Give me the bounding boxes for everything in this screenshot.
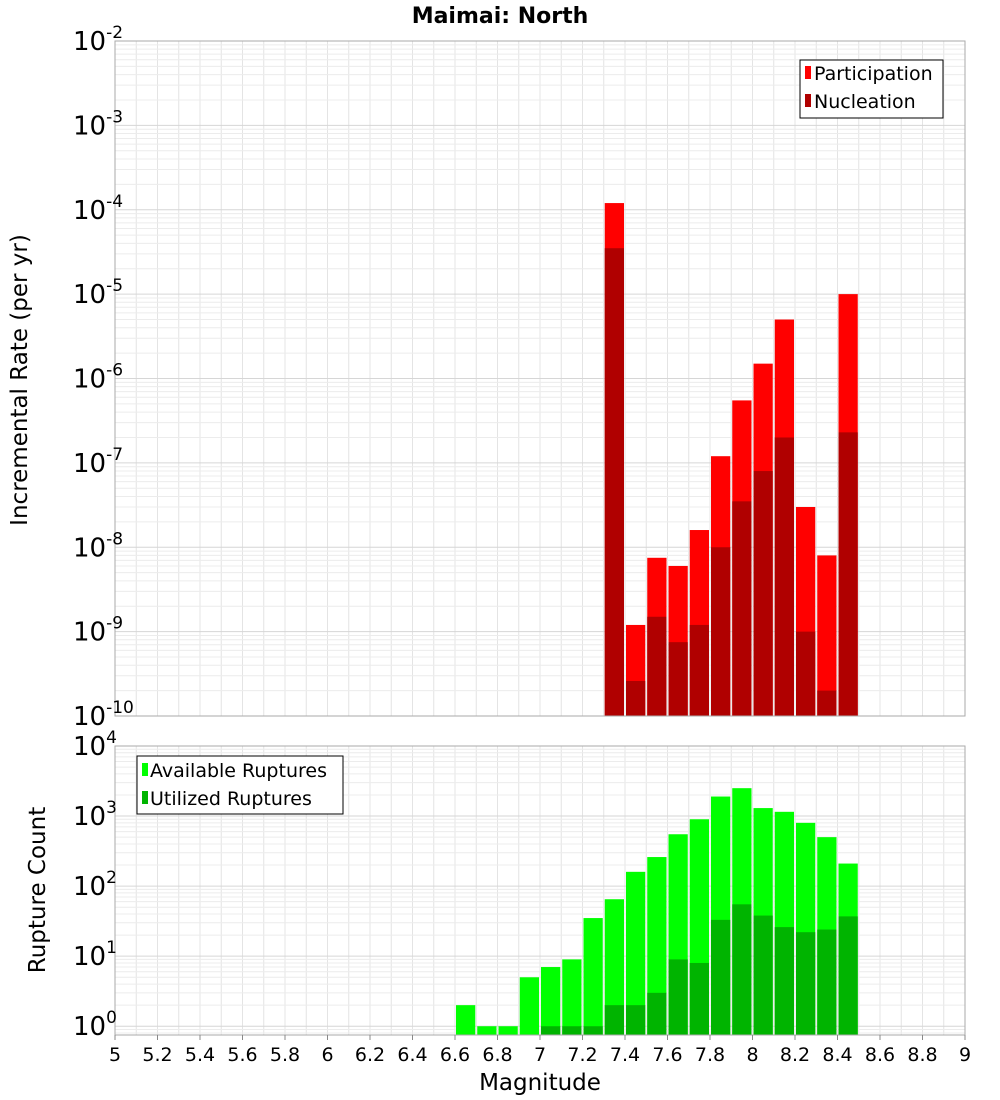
top-y-tick-label: 10-7 (73, 445, 123, 479)
x-tick-label: 5.8 (270, 1044, 300, 1066)
bottom-bar-available-ruptures (456, 1005, 476, 1035)
top-bar-nucleation (668, 642, 688, 716)
x-tick-label: 5.2 (142, 1044, 172, 1066)
bottom-bar-utilized-ruptures (647, 992, 667, 1035)
legend-label-participation: Participation (814, 63, 933, 85)
top-bar-nucleation (817, 690, 837, 716)
top-plot-frame (114, 40, 966, 717)
top-bar-nucleation (626, 680, 646, 716)
top-plot-area: 10-2 10-3 10-4 10-5 10-6 10-7 10-8 10-9 10-10 (73, 23, 966, 732)
bottom-bar-utilized-ruptures (541, 1026, 561, 1035)
top-y-axis-label: Incremental Rate (per yr) (7, 234, 33, 526)
x-tick-label: 6.6 (440, 1044, 470, 1066)
bottom-bar-utilized-ruptures (774, 927, 794, 1035)
bottom-bar-available-ruptures (626, 871, 646, 1035)
top-bar-participation (817, 555, 837, 716)
top-legend-box (799, 59, 944, 119)
bottom-bar-utilized-ruptures (796, 932, 816, 1035)
top-legend: Participation Nucleation (799, 59, 944, 119)
bottom-legend-box (136, 755, 344, 815)
legend-swatch-participation (805, 66, 811, 79)
top-y-tick-label: 10-9 (73, 614, 123, 648)
x-tick-label: 8.4 (822, 1044, 852, 1066)
x-tick-label: 7 (534, 1044, 546, 1066)
bottom-bar-available-ruptures (604, 899, 624, 1035)
bottom-bar-available-ruptures (477, 1026, 497, 1035)
top-y-tick-label: 10-6 (73, 361, 123, 395)
x-tick-label: 8 (746, 1044, 758, 1066)
top-bar-nucleation (732, 501, 752, 716)
legend-swatch-nucleation (805, 94, 811, 107)
top-y-tick-label: 10-5 (73, 276, 123, 310)
bottom-bar-utilized-ruptures (562, 1026, 582, 1035)
bottom-bar-available-ruptures (519, 977, 539, 1035)
top-y-tick-label: 10-8 (73, 529, 123, 563)
bottom-bar-available-ruptures (541, 967, 561, 1035)
bottom-bar-utilized-ruptures (604, 1005, 624, 1035)
x-tick-label: 7.4 (610, 1044, 640, 1066)
bottom-y-tick-label: 103 (73, 798, 117, 832)
x-tick-label: 9 (959, 1044, 971, 1066)
x-tick-label: 7.6 (652, 1044, 682, 1066)
bottom-bar-utilized-ruptures (753, 915, 773, 1035)
top-bar-nucleation (711, 547, 731, 716)
x-tick-label: 8.6 (865, 1044, 895, 1066)
top-bar-nucleation (838, 432, 858, 716)
bottom-bar-available-ruptures (562, 959, 582, 1035)
x-tick-label: 5 (109, 1044, 121, 1066)
bottom-y-tick-label: 104 (73, 728, 117, 762)
top-y-tick-label: 10-4 (73, 192, 123, 226)
top-bar-nucleation (604, 248, 624, 717)
bottom-bar-available-ruptures (647, 857, 667, 1035)
x-tick-label: 7.8 (695, 1044, 725, 1066)
bottom-bar-utilized-ruptures (817, 929, 837, 1035)
bottom-bar-utilized-ruptures (583, 1026, 603, 1035)
x-tick-label: 6.4 (397, 1044, 427, 1066)
bottom-bar-utilized-ruptures (668, 959, 688, 1035)
bottom-bar-available-ruptures (583, 918, 603, 1035)
legend-label-nucleation: Nucleation (814, 91, 916, 113)
bottom-legend: Available Ruptures Utilized Ruptures (136, 755, 344, 815)
top-bar-nucleation (647, 616, 667, 716)
top-y-tick-label: 10-3 (73, 107, 123, 141)
bottom-bar-utilized-ruptures (838, 916, 858, 1035)
top-bar-nucleation (774, 437, 794, 716)
top-y-tick-label: 10-2 (73, 23, 123, 57)
x-tick-label: 8.2 (780, 1044, 810, 1066)
bottom-bar-utilized-ruptures (626, 1005, 646, 1035)
x-tick-label: 6 (321, 1044, 333, 1066)
x-tick-label: 8.8 (907, 1044, 937, 1066)
bottom-bar-available-ruptures (498, 1026, 518, 1035)
top-bar-nucleation (796, 631, 816, 716)
legend-label-available-ruptures: Available Ruptures (150, 760, 327, 782)
top-y-tick-label: 10-10 (73, 698, 134, 732)
bottom-bar-utilized-ruptures (689, 962, 709, 1035)
chart-title: Maimai: North (412, 4, 589, 29)
bottom-bar-utilized-ruptures (732, 904, 752, 1035)
bottom-y-tick-label: 100 (73, 1008, 117, 1042)
legend-label-utilized-ruptures: Utilized Ruptures (150, 788, 312, 810)
x-tick-label: 5.4 (185, 1044, 215, 1066)
bottom-y-axis-label: Rupture Count (25, 807, 51, 973)
top-bar-nucleation (689, 624, 709, 716)
x-axis-label: Magnitude (479, 1070, 601, 1096)
bottom-y-tick-label: 102 (73, 868, 117, 902)
top-bar-nucleation (753, 471, 773, 716)
bottom-bar-utilized-ruptures (711, 919, 731, 1035)
legend-swatch-available-ruptures (142, 763, 148, 776)
legend-swatch-utilized-ruptures (142, 791, 148, 804)
x-tick-label: 6.2 (355, 1044, 385, 1066)
bottom-y-tick-label: 101 (73, 938, 117, 972)
x-tick-label: 5.6 (227, 1044, 257, 1066)
x-tick-label: 7.2 (567, 1044, 597, 1066)
x-tick-label: 6.8 (482, 1044, 512, 1066)
